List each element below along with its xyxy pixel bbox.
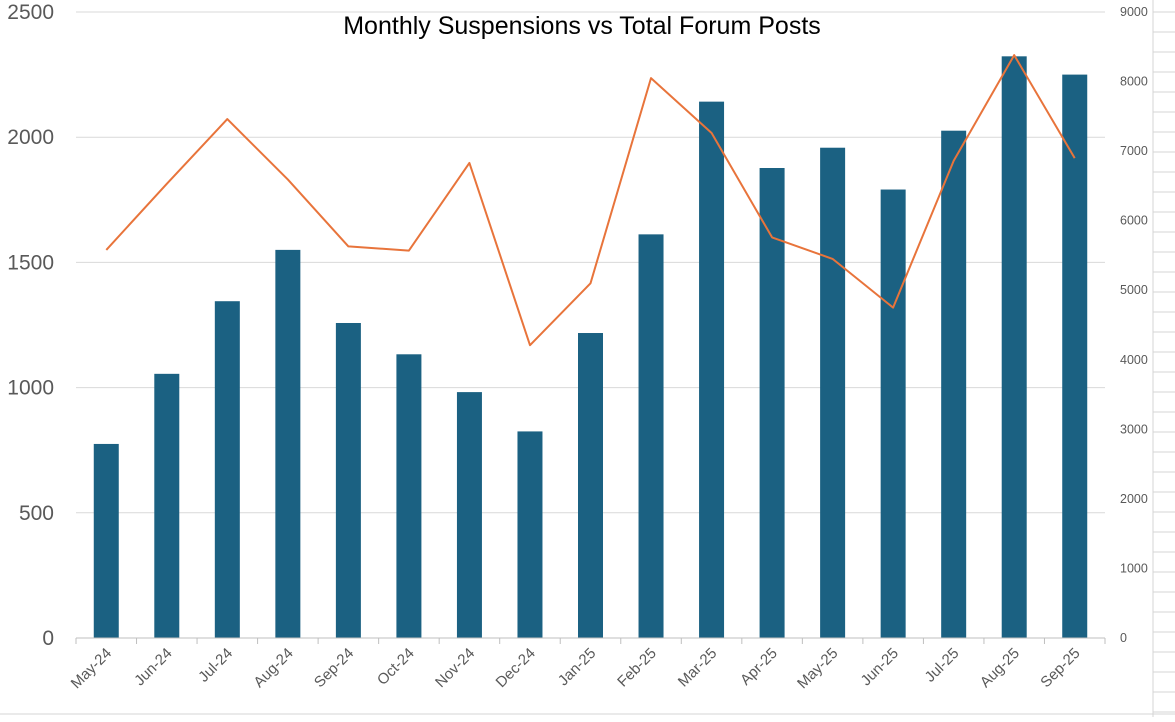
line-series [105, 54, 1076, 347]
bar [93, 443, 119, 638]
bar [396, 354, 422, 638]
y-tick-label: 2000 [7, 126, 54, 149]
bar [820, 147, 846, 638]
y2-tick-label: 1000 [1120, 561, 1148, 575]
bar [154, 373, 180, 638]
y2-tick-label: 6000 [1120, 214, 1148, 228]
bar [335, 322, 361, 638]
bar [517, 431, 543, 638]
x-tick-label: Jun-24 [131, 645, 175, 689]
bar [1062, 74, 1088, 639]
y-tick-label: 2500 [7, 1, 54, 24]
y2-tick-label: 8000 [1120, 75, 1148, 89]
x-tick-label: Feb-25 [614, 645, 660, 691]
x-tick-label: May-24 [68, 645, 115, 692]
line-path [105, 54, 1076, 347]
bar [275, 249, 301, 638]
bar [941, 130, 967, 638]
x-tick-label: Jul-24 [195, 645, 236, 686]
y2-tick-label: 5000 [1120, 283, 1148, 297]
x-tick-label: Aug-24 [250, 645, 296, 691]
x-tick-label: May-25 [794, 645, 841, 692]
y-tick-label: 500 [19, 502, 54, 525]
bar [638, 234, 664, 638]
bar [699, 101, 725, 639]
bar [214, 301, 240, 638]
x-tick-label: Sep-24 [311, 645, 357, 691]
y2-tick-label: 0 [1120, 631, 1127, 645]
bar [578, 333, 603, 638]
y2-tick-label: 3000 [1120, 422, 1148, 436]
y2-tick-label: 7000 [1120, 144, 1148, 158]
x-tick-label: Jan-25 [555, 645, 599, 689]
x-tick-label: Nov-24 [432, 645, 478, 691]
x-tick-label: Mar-25 [675, 645, 721, 691]
y-tick-label: 1000 [7, 377, 54, 400]
bar [1001, 56, 1027, 638]
x-tick-label: Apr-25 [737, 645, 781, 689]
y2-tick-label: 2000 [1120, 492, 1148, 506]
x-tick-label: Oct-24 [374, 645, 418, 689]
y2-tick-label: 4000 [1120, 353, 1148, 367]
chart-title: Monthly Suspensions vs Total Forum Posts [343, 12, 821, 40]
y-tick-label: 1500 [7, 251, 54, 274]
bar [759, 167, 785, 638]
bar [456, 392, 482, 638]
x-tick-label: Aug-25 [977, 645, 1023, 691]
x-tick-label: Jun-25 [858, 645, 902, 689]
y-tick-label: 0 [42, 627, 54, 650]
bar-series [93, 56, 1088, 639]
x-tick-label: Jul-25 [922, 645, 963, 686]
x-tick-label: Dec-24 [493, 645, 539, 691]
y2-tick-label: 9000 [1120, 5, 1148, 19]
x-tick-label: Sep-25 [1037, 645, 1083, 691]
bar [880, 189, 906, 638]
